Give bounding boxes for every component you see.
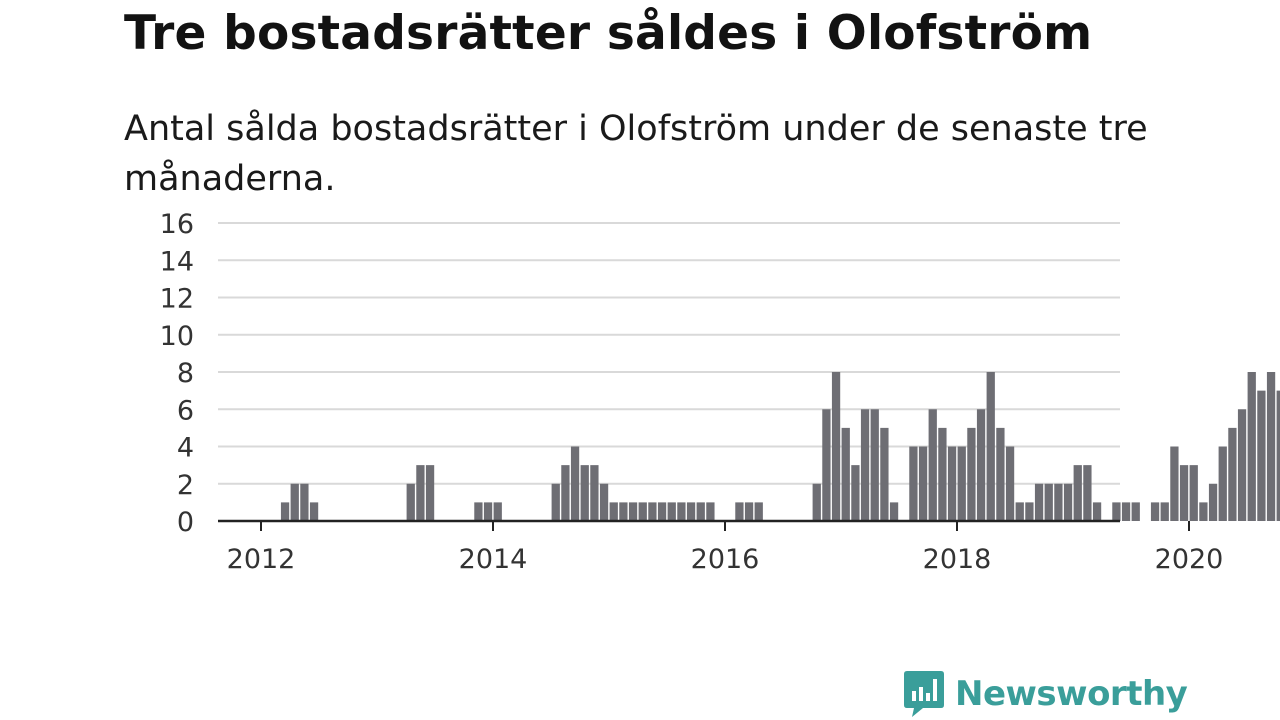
bar	[570, 446, 580, 521]
bar	[280, 502, 290, 522]
bar	[860, 409, 870, 521]
bar	[1015, 502, 1024, 522]
x-tick-label: 2018	[923, 544, 992, 575]
bar	[290, 483, 299, 521]
bar	[561, 465, 570, 522]
bar	[590, 465, 599, 522]
bar	[1054, 483, 1063, 521]
bar	[425, 465, 435, 522]
bar	[976, 409, 986, 521]
bar	[1034, 483, 1044, 521]
bar	[677, 502, 686, 522]
bar	[1228, 427, 1237, 522]
bar-chart: 0246810121416201220142016201820202022202…	[160, 209, 1280, 575]
bar	[1247, 372, 1256, 521]
bar	[580, 465, 589, 522]
bar	[1276, 390, 1280, 522]
newsworthy-logo: Newsworthy	[903, 669, 1188, 719]
bar	[1150, 502, 1160, 522]
bar	[928, 409, 937, 521]
y-tick-label: 16	[160, 209, 194, 240]
bar	[986, 372, 995, 521]
bar	[609, 502, 618, 522]
axes	[218, 519, 1190, 531]
bar	[831, 372, 841, 521]
chart-title: Tre bostadsrätter såldes i Olofström	[124, 6, 1093, 61]
bar	[309, 502, 319, 522]
bar	[1179, 465, 1189, 522]
bar	[1073, 465, 1082, 522]
bar	[1044, 483, 1053, 521]
bar	[1160, 502, 1169, 522]
bar	[638, 502, 647, 522]
bar	[744, 502, 754, 522]
y-tick-label: 4	[177, 433, 194, 464]
bar	[1121, 502, 1131, 522]
bar	[754, 502, 763, 522]
bar	[599, 483, 609, 521]
x-tick-label: 2014	[459, 544, 528, 575]
bar	[1237, 409, 1247, 521]
bar	[735, 502, 744, 522]
bar	[706, 502, 715, 522]
bar	[880, 427, 889, 522]
bar	[841, 427, 850, 522]
bar	[406, 483, 415, 521]
bar	[1025, 502, 1034, 522]
bar	[1218, 446, 1227, 521]
bar	[1199, 502, 1208, 522]
bar	[918, 446, 928, 521]
bar	[1257, 390, 1266, 522]
bar	[474, 502, 483, 522]
bar	[628, 502, 638, 522]
bar	[1063, 483, 1073, 521]
bar	[938, 427, 947, 522]
bar	[851, 465, 860, 522]
newsworthy-logo-icon	[904, 671, 944, 717]
bar	[1170, 446, 1179, 521]
bar	[1112, 502, 1121, 522]
bar	[996, 427, 1005, 522]
bar	[967, 427, 976, 522]
y-tick-label: 6	[177, 395, 194, 426]
x-tick-label: 2020	[1155, 544, 1224, 575]
bars	[280, 372, 1280, 522]
bar	[696, 502, 705, 522]
bar	[909, 446, 918, 521]
bar	[657, 502, 667, 522]
bar	[957, 446, 966, 521]
bar	[648, 502, 657, 522]
y-tick-label: 0	[177, 507, 194, 538]
bar	[551, 483, 560, 521]
bar	[667, 502, 676, 522]
bar	[300, 483, 309, 521]
bar	[686, 502, 696, 522]
x-tick-label: 2012	[227, 544, 296, 575]
bar	[1266, 372, 1276, 521]
newsworthy-logo-text: Newsworthy	[955, 674, 1188, 714]
bar	[1083, 465, 1092, 522]
bar	[822, 409, 831, 521]
chart-subtitle: Antal sålda bostadsrätter i Olofström un…	[124, 109, 1148, 199]
bar	[493, 502, 502, 522]
bar	[947, 446, 957, 521]
bar	[812, 483, 821, 521]
bar	[1005, 446, 1015, 521]
bar	[1131, 502, 1140, 522]
bar	[1092, 502, 1102, 522]
bar	[889, 502, 899, 522]
bar	[870, 409, 879, 521]
bar	[483, 502, 493, 522]
y-tick-label: 14	[160, 246, 194, 277]
x-tick-label: 2016	[691, 544, 760, 575]
y-tick-label: 8	[177, 358, 194, 389]
bar	[619, 502, 628, 522]
y-tick-label: 2	[177, 470, 194, 501]
bar	[1189, 465, 1198, 522]
labels: 0246810121416201220142016201820202022202…	[160, 209, 1224, 575]
y-tick-label: 10	[160, 321, 194, 352]
bar	[1208, 483, 1218, 521]
y-tick-label: 12	[160, 284, 194, 315]
bar	[416, 465, 425, 522]
